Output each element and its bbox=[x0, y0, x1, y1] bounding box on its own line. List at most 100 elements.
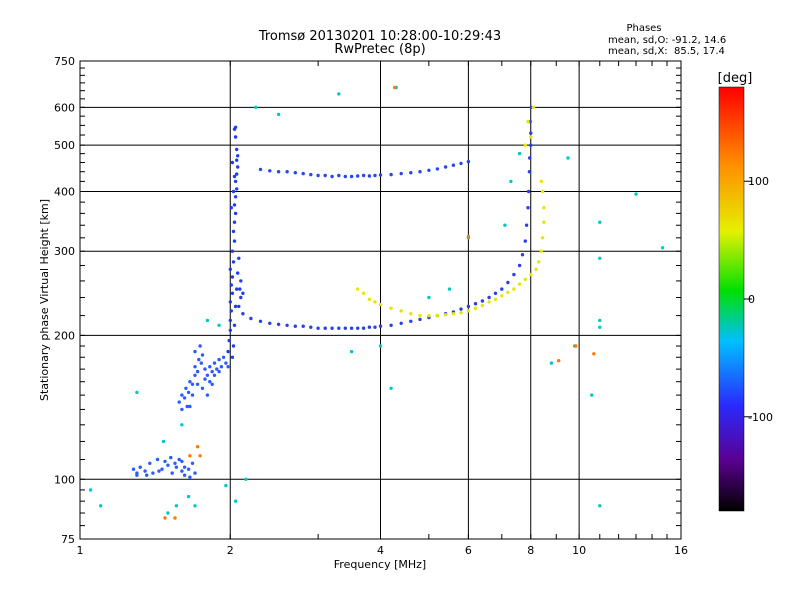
data-point-vertical-spike-2.0 bbox=[233, 135, 238, 139]
data-point-vertical-spike-2.0 bbox=[233, 179, 238, 184]
data-point-vertical-spike-2.0 bbox=[232, 203, 237, 207]
data-point-vertical-spike-2.0 bbox=[237, 256, 241, 260]
data-point-f-layer-x-mode bbox=[539, 249, 543, 253]
data-point-vertical-spike-2.0 bbox=[228, 300, 232, 304]
data-point-f-layer-o-mode-lower bbox=[316, 326, 320, 330]
data-point-scattered-orange bbox=[574, 344, 578, 348]
data-point-scattered bbox=[349, 349, 354, 354]
data-point-low-D-region bbox=[193, 471, 197, 475]
y-tick-label: 75 bbox=[61, 533, 75, 546]
data-point-f-layer-o-mode-lower bbox=[343, 326, 347, 330]
data-point-f-layer-x-mode bbox=[418, 313, 422, 318]
data-point-f-layer-o-mode-lower bbox=[373, 325, 377, 329]
data-point-scattered-orange bbox=[188, 454, 192, 458]
data-point-scattered bbox=[549, 361, 554, 365]
data-point-vertical-spike-2.0 bbox=[232, 323, 237, 327]
data-point-f-layer-o-mode-lower bbox=[523, 239, 527, 243]
data-point-low-D-region bbox=[180, 459, 184, 464]
data-point-e-layer-1.6-2.0 bbox=[186, 390, 191, 395]
data-point-e-layer-1.6-2.0 bbox=[195, 369, 200, 374]
data-point-scattered bbox=[186, 494, 191, 499]
data-point-f-layer-x-mode bbox=[361, 291, 366, 295]
data-point-f-layer-o-mode-lower bbox=[356, 326, 360, 330]
colorbar bbox=[718, 86, 745, 512]
data-point-scattered bbox=[389, 386, 393, 390]
data-point-f-layer-o-mode-lower bbox=[520, 253, 525, 257]
data-point-f-layer-o-mode-lower bbox=[241, 312, 245, 316]
data-point-f-layer-o-mode-upper bbox=[268, 169, 272, 173]
data-point-f-layer-o-mode-lower bbox=[506, 280, 510, 285]
data-point-vertical-spike-2.0 bbox=[231, 189, 236, 194]
data-point-f-layer-x-mode bbox=[435, 313, 440, 318]
data-point-f-layer-o-mode-lower bbox=[526, 206, 530, 210]
data-point-e-layer-1.6-2.0 bbox=[188, 404, 192, 409]
data-point-e-layer-1.6-2.0 bbox=[198, 344, 202, 348]
data-point-f-layer-o-mode-lower bbox=[378, 324, 383, 328]
data-point-scattered bbox=[566, 156, 570, 160]
data-point-e-layer-1.6-2.0 bbox=[190, 393, 195, 397]
data-point-f-layer-o-mode-lower bbox=[337, 326, 341, 330]
data-point-f-layer-o-mode-upper bbox=[316, 173, 320, 178]
data-point-scattered bbox=[135, 390, 139, 395]
data-point-low-D-region bbox=[169, 455, 173, 460]
data-point-scattered-orange bbox=[163, 516, 167, 520]
data-point-vertical-spike-2.0 bbox=[232, 220, 237, 224]
data-point-vertical-spike-2.0 bbox=[230, 275, 235, 279]
data-point-f-layer-o-mode-lower bbox=[528, 156, 532, 160]
data-point-f-layer-x-mode bbox=[399, 309, 403, 313]
data-point-f-layer-x-mode bbox=[493, 297, 498, 301]
data-point-vertical-spike-2.0 bbox=[235, 147, 239, 152]
data-point-vertical-spike-2.0 bbox=[228, 318, 232, 323]
y-tick-label: 300 bbox=[54, 245, 75, 258]
data-point-f-layer-o-mode-upper bbox=[409, 171, 413, 175]
data-point-f-layer-o-mode-upper bbox=[343, 174, 347, 179]
data-point-f-layer-o-mode-upper bbox=[399, 171, 403, 176]
data-point-scattered bbox=[180, 423, 184, 427]
colorbar-ticks: 100 0 -100 bbox=[744, 175, 773, 424]
data-point-vertical-spike-2.0 bbox=[241, 291, 245, 295]
data-point-scattered bbox=[447, 287, 452, 291]
data-point-e-layer-1.6-2.0 bbox=[200, 353, 205, 357]
data-point-e-layer-1.6-2.0 bbox=[212, 373, 217, 377]
data-point-low-D-region bbox=[170, 471, 174, 475]
x-tick-label: 4 bbox=[377, 544, 384, 557]
data-point-f-layer-o-mode-lower bbox=[399, 321, 403, 325]
data-point-low-D-region bbox=[166, 463, 170, 467]
data-point-f-layer-x-mode bbox=[542, 220, 546, 224]
data-point-vertical-spike-2.0 bbox=[227, 338, 231, 343]
data-point-vertical-spike-2.0 bbox=[239, 295, 243, 300]
data-point-f-layer-o-mode-lower bbox=[466, 304, 471, 309]
data-point-f-layer-o-mode-upper bbox=[349, 174, 354, 179]
data-point-e-layer-1.6-2.0 bbox=[205, 393, 210, 397]
data-point-vertical-spike-2.0 bbox=[233, 195, 238, 199]
data-point-f-layer-o-mode-upper bbox=[276, 170, 281, 174]
data-point-f-layer-o-mode-lower bbox=[409, 319, 413, 323]
data-point-f-layer-o-mode-lower bbox=[526, 189, 531, 194]
data-point-scattered bbox=[378, 344, 383, 348]
data-point-e-layer-1.6-2.0 bbox=[177, 400, 181, 404]
data-point-f-layer-o-mode-lower bbox=[249, 316, 253, 321]
data-point-f-layer-x-mode bbox=[487, 300, 491, 304]
data-point-f-layer-x-mode bbox=[443, 313, 448, 317]
data-point-f-layer-o-mode-upper bbox=[367, 174, 372, 178]
data-point-e-layer-1.6-2.0 bbox=[215, 367, 219, 371]
data-point-f-layer-o-mode-upper bbox=[356, 174, 360, 178]
data-point-f-layer-x-mode bbox=[367, 297, 372, 301]
data-point-low-D-region bbox=[163, 459, 167, 464]
data-point-f-layer-o-mode-lower bbox=[349, 326, 354, 330]
data-point-low-D-region bbox=[190, 461, 195, 465]
data-point-scattered bbox=[224, 483, 228, 488]
data-point-f-layer-x-mode bbox=[389, 306, 393, 310]
data-point-scattered bbox=[193, 504, 197, 508]
y-axis-ticks: 75 100 200 300 400 500 600 750 bbox=[54, 55, 681, 546]
data-point-f-layer-o-mode-lower bbox=[529, 143, 533, 147]
data-point-e-layer-1.6-2.0 bbox=[217, 357, 221, 362]
data-point-e-layer-1.6-2.0 bbox=[185, 404, 189, 409]
data-point-vertical-spike-2.0 bbox=[231, 260, 236, 264]
data-point-vertical-spike-2.0 bbox=[235, 187, 239, 191]
data-point-f-layer-x-mode bbox=[466, 309, 471, 313]
colorbar-tick-label: -100 bbox=[748, 411, 773, 424]
data-point-scattered bbox=[254, 105, 258, 110]
data-point-vertical-spike-2.0 bbox=[231, 344, 236, 348]
data-point-vertical-spike-2.0 bbox=[226, 349, 230, 354]
